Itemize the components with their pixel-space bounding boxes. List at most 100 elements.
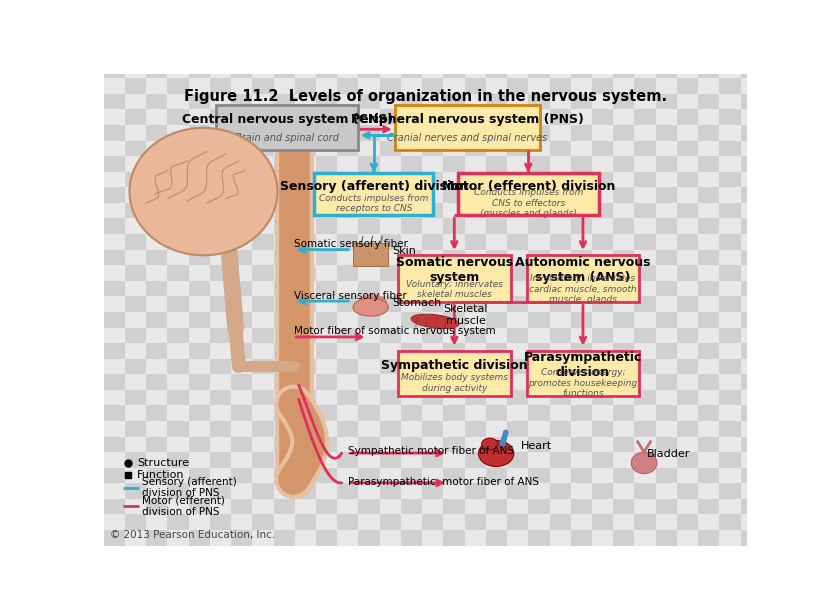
Bar [359,390,379,405]
Bar [529,421,549,436]
Ellipse shape [353,299,388,316]
Bar [613,203,634,218]
Bar [656,296,677,312]
Bar [507,110,529,125]
Bar [210,452,231,468]
Bar [677,203,698,218]
Bar [740,374,762,390]
Bar [465,249,486,265]
Bar [529,156,549,172]
Bar [720,281,740,296]
Bar [507,452,529,468]
Bar [762,359,783,374]
Bar [613,94,634,110]
Bar [677,156,698,172]
Bar [422,203,443,218]
Bar [465,94,486,110]
Ellipse shape [411,314,459,329]
Bar [740,218,762,234]
Bar [656,125,677,140]
Bar [677,296,698,312]
Bar [486,156,507,172]
Bar [231,265,252,281]
Bar [592,78,613,94]
Bar [656,499,677,514]
Bar [443,63,465,78]
Bar [359,343,379,359]
Bar [104,452,125,468]
Bar [337,514,359,530]
Bar [231,530,252,546]
Bar [252,140,274,156]
Bar [146,359,168,374]
Bar [316,483,337,499]
Bar [549,156,571,172]
Bar [634,188,656,203]
Bar [465,374,486,390]
Text: Parasympathetic
division: Parasympathetic division [524,351,642,379]
Bar [125,188,146,203]
Bar [274,156,295,172]
Bar [443,483,465,499]
Bar [720,359,740,374]
Bar [401,218,422,234]
Bar [359,156,379,172]
Bar [762,312,783,327]
Bar [549,249,571,265]
Bar [188,468,210,483]
Bar [656,110,677,125]
Text: Structure: Structure [137,458,189,468]
Bar [188,125,210,140]
Bar [698,514,720,530]
Bar [592,359,613,374]
Bar [720,110,740,125]
Bar [252,110,274,125]
Bar [507,172,529,188]
FancyBboxPatch shape [398,351,510,396]
Bar [274,94,295,110]
Bar [316,514,337,530]
Bar [104,63,125,78]
Bar [677,281,698,296]
Bar [740,327,762,343]
Bar [486,483,507,499]
Bar [316,172,337,188]
Bar [443,281,465,296]
Bar [188,405,210,421]
Bar [422,218,443,234]
Bar [231,47,252,63]
Bar [104,203,125,218]
Bar [592,374,613,390]
Bar [529,234,549,249]
Bar [740,125,762,140]
Bar [252,530,274,546]
Bar [337,156,359,172]
Bar [486,312,507,327]
Bar [125,125,146,140]
Bar [316,249,337,265]
Bar [125,530,146,546]
Bar [295,530,316,546]
Bar [337,94,359,110]
Bar [401,296,422,312]
Bar [549,312,571,327]
Bar [486,249,507,265]
Bar [379,483,401,499]
Bar [422,483,443,499]
Bar [762,281,783,296]
Bar [592,343,613,359]
Bar [210,78,231,94]
Bar [210,390,231,405]
Bar [295,359,316,374]
Bar [379,514,401,530]
Bar [274,327,295,343]
Bar [613,296,634,312]
Bar [698,296,720,312]
Bar [677,468,698,483]
Bar [337,499,359,514]
Bar [210,514,231,530]
Bar [740,483,762,499]
Bar [592,281,613,296]
Bar [677,312,698,327]
Bar [549,218,571,234]
